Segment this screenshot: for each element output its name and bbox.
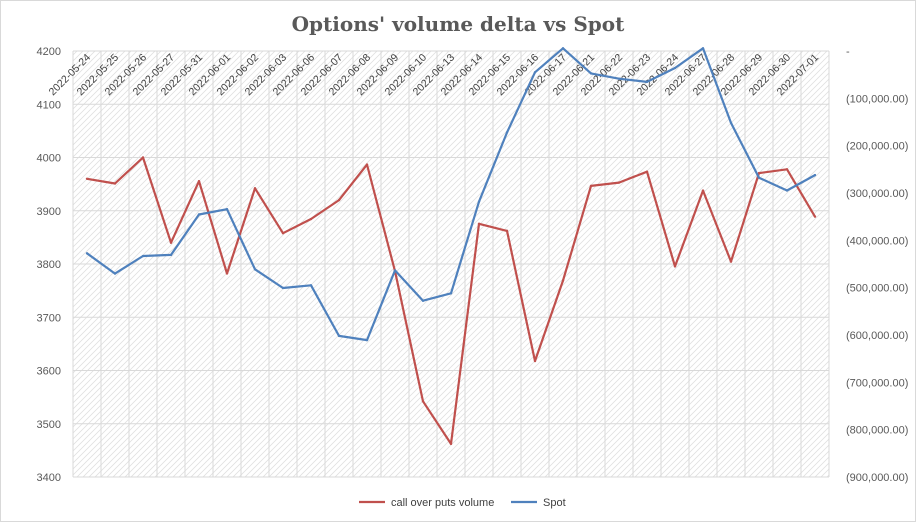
data-point: [253, 268, 257, 271]
data-point: [533, 71, 537, 74]
data-point: [477, 200, 481, 203]
data-point: [505, 131, 509, 134]
data-point: [393, 269, 397, 272]
right-tick-label: (200,000.00): [846, 141, 908, 153]
left-tick-label: 3500: [37, 419, 61, 431]
left-tick-label: 3900: [37, 206, 61, 218]
gridlines: [72, 50, 830, 478]
right-tick-label: (700,000.00): [846, 377, 908, 389]
data-point: [561, 47, 565, 50]
left-tick-label: 3400: [37, 472, 61, 484]
data-point: [589, 72, 593, 75]
data-point: [169, 241, 173, 244]
data-point: [813, 173, 817, 177]
left-tick-label: 3600: [37, 366, 61, 378]
data-point: [113, 182, 117, 185]
left-tick-label: 4000: [37, 153, 61, 165]
data-point: [141, 156, 145, 159]
data-point: [421, 400, 425, 403]
data-point: [477, 222, 481, 225]
data-point: [309, 284, 313, 287]
legend-label: call over puts volume: [391, 497, 494, 509]
data-point: [561, 279, 565, 282]
series-lines: [85, 47, 817, 446]
data-point: [113, 272, 117, 275]
left-tick-label: 4100: [37, 99, 61, 111]
data-point: [337, 334, 341, 338]
data-point: [785, 189, 789, 192]
data-point: [169, 253, 173, 257]
data-point: [757, 176, 761, 179]
data-point: [197, 179, 201, 183]
right-tick-label: (600,000.00): [846, 330, 908, 342]
legend-label: Spot: [543, 497, 566, 509]
data-point: [673, 265, 677, 268]
chart-title: Options' volume delta vs Spot: [292, 12, 625, 36]
data-point: [785, 168, 789, 171]
data-point: [197, 213, 201, 216]
data-point: [225, 272, 229, 275]
data-point: [505, 229, 509, 233]
data-point: [225, 207, 229, 211]
right-tick-label: -: [846, 46, 850, 58]
data-point: [701, 47, 705, 50]
data-point: [645, 170, 649, 173]
right-tick-label: (100,000.00): [846, 93, 908, 105]
right-tick-label: (900,000.00): [846, 472, 908, 484]
data-point: [589, 184, 593, 188]
right-tick-label: (300,000.00): [846, 188, 908, 200]
data-point: [617, 77, 621, 80]
left-axis: 3400 3500 3600 3700 3800 3900 4000 4100 4200: [37, 46, 61, 484]
data-point: [365, 163, 369, 166]
data-point: [85, 252, 89, 255]
data-point: [645, 80, 649, 84]
right-tick-label: (500,000.00): [846, 283, 908, 295]
data-point: [337, 198, 341, 202]
legend: call over puts volume Spot: [359, 497, 566, 509]
data-point: [449, 442, 453, 446]
data-point: [673, 66, 677, 70]
data-point: [533, 359, 537, 363]
data-point: [281, 286, 285, 290]
data-point: [85, 177, 89, 180]
data-point: [757, 171, 761, 175]
data-point: [729, 121, 733, 125]
data-point: [141, 254, 145, 258]
data-point: [617, 181, 621, 184]
right-axis: (900,000.00) (800,000.00) (700,000.00) (600…: [846, 46, 908, 484]
right-tick-label: (800,000.00): [846, 425, 908, 437]
data-point: [701, 189, 705, 192]
data-point: [253, 187, 257, 190]
data-point: [729, 260, 733, 263]
left-tick-label: 4200: [37, 46, 61, 58]
left-tick-label: 3700: [37, 312, 61, 324]
data-point: [309, 217, 313, 221]
data-point: [281, 232, 285, 235]
right-tick-label: (400,000.00): [846, 235, 908, 247]
data-point: [365, 338, 369, 342]
left-tick-label: 3800: [37, 259, 61, 271]
data-point: [449, 292, 453, 295]
data-point: [421, 299, 425, 302]
data-point: [813, 215, 817, 218]
